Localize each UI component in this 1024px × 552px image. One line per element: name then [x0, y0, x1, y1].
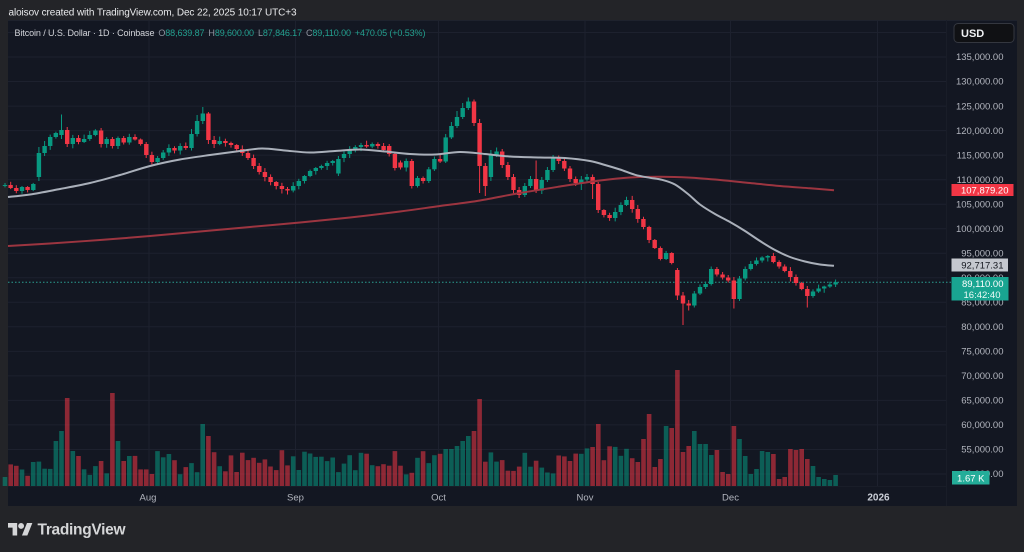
svg-text:65,000.00: 65,000.00 [961, 396, 1003, 407]
svg-text:92,717.31: 92,717.31 [961, 260, 1003, 271]
svg-text:aloisov created with TradingVi: aloisov created with TradingView.com, De… [9, 7, 297, 18]
svg-text:Sep: Sep [287, 493, 304, 504]
svg-text:2026: 2026 [867, 492, 890, 503]
svg-text:125,000.00: 125,000.00 [956, 101, 1004, 112]
svg-text:Dec: Dec [722, 493, 739, 504]
svg-text:Oct: Oct [431, 493, 446, 504]
svg-text:1.67 K: 1.67 K [957, 473, 985, 484]
svg-text:USD: USD [961, 28, 984, 40]
svg-text:95,000.00: 95,000.00 [961, 248, 1003, 259]
svg-text:89,110.00: 89,110.00 [962, 279, 1004, 290]
svg-text:130,000.00: 130,000.00 [956, 77, 1004, 88]
svg-text:107,879.20: 107,879.20 [961, 185, 1009, 196]
svg-text:Aug: Aug [140, 493, 157, 504]
svg-text:Bitcoin / U.S. Dollar · 1D · C: Bitcoin / U.S. Dollar · 1D · Coinbase O88… [15, 28, 426, 38]
svg-text:100,000.00: 100,000.00 [956, 224, 1004, 235]
svg-text:16:42:40: 16:42:40 [964, 290, 1001, 301]
svg-text:105,000.00: 105,000.00 [956, 199, 1004, 210]
svg-text:55,000.00: 55,000.00 [961, 445, 1003, 456]
svg-text:Nov: Nov [577, 493, 594, 504]
svg-text:TradingView: TradingView [38, 522, 127, 539]
svg-text:75,000.00: 75,000.00 [961, 347, 1003, 358]
svg-text:135,000.00: 135,000.00 [956, 52, 1004, 63]
svg-text:85,000.00: 85,000.00 [961, 298, 1003, 309]
svg-text:110,000.00: 110,000.00 [957, 175, 1004, 186]
svg-text:80,000.00: 80,000.00 [961, 322, 1003, 333]
svg-text:115,000.00: 115,000.00 [957, 150, 1004, 161]
svg-text:70,000.00: 70,000.00 [961, 371, 1003, 382]
svg-text:120,000.00: 120,000.00 [956, 126, 1004, 137]
svg-text:60,000.00: 60,000.00 [961, 420, 1003, 431]
